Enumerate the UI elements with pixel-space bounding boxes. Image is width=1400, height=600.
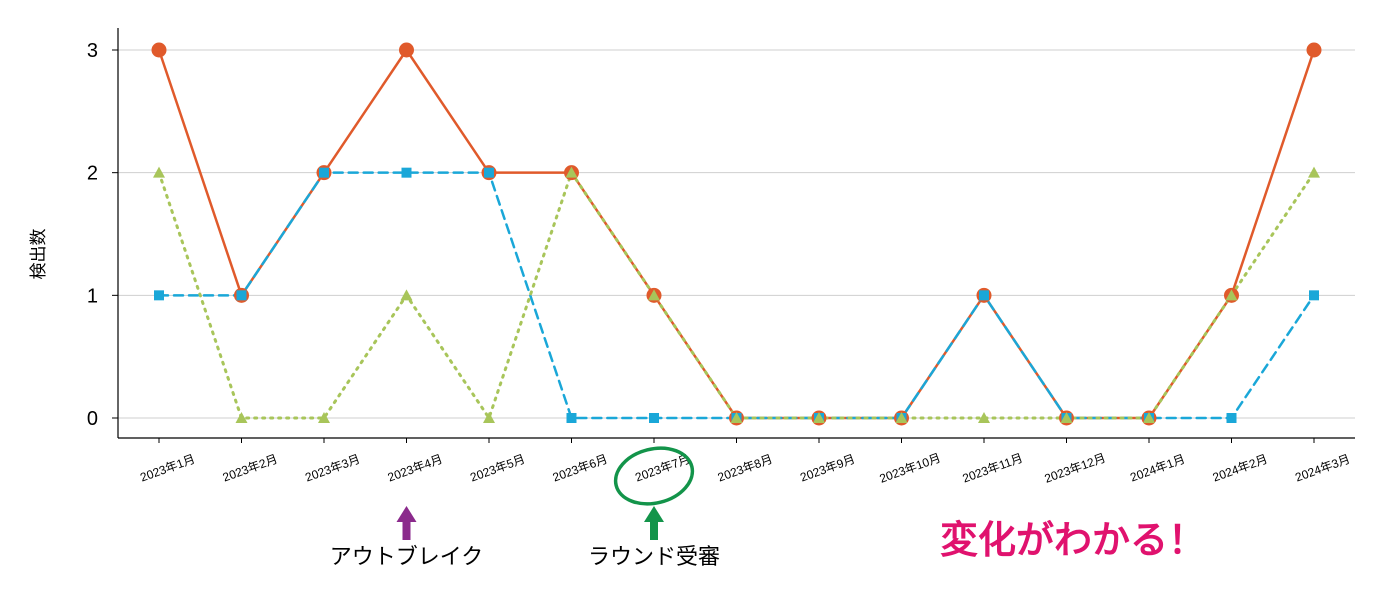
series-3-point — [1060, 412, 1073, 423]
x-tick-label: 2023年3月 — [303, 452, 362, 485]
series-lines — [157, 48, 1316, 420]
series-3-point — [400, 289, 413, 301]
series-3-point — [235, 412, 248, 423]
series-2-point — [649, 413, 659, 423]
y-tick-labels: 0 1 2 3 — [87, 40, 98, 430]
arrow-up-icon — [644, 506, 664, 522]
series-2-point — [1226, 413, 1237, 423]
callout-text: 変化がわかる！ — [940, 518, 1206, 562]
y-tick-label: 1 — [87, 285, 98, 307]
series-3-point — [483, 412, 495, 423]
series-1-point — [151, 42, 167, 58]
x-tick-label: 2023年8月 — [716, 452, 775, 485]
annotation-label: ラウンド受審 — [588, 545, 720, 570]
series-3-point — [730, 412, 743, 423]
series-2-point — [484, 167, 494, 178]
series-3-point — [1225, 289, 1238, 301]
gridlines — [118, 49, 1355, 419]
series-3-point — [153, 166, 165, 178]
arrow-up-icon — [650, 520, 658, 540]
x-tick-label: 2023年2月 — [221, 452, 280, 485]
series-markers — [151, 42, 1322, 426]
series-3-point — [895, 412, 908, 423]
series-2-point — [401, 167, 412, 178]
series-2-point — [236, 290, 247, 301]
x-tick-label: 2023年7月 — [633, 452, 692, 485]
y-axis-label: 検出数 — [29, 229, 49, 280]
x-tick-label: 2023年6月 — [551, 452, 610, 485]
y-tick-label: 0 — [87, 408, 98, 430]
x-tick-label: 2023年9月 — [798, 452, 857, 485]
x-tick-label: 2024年1月 — [1128, 452, 1187, 485]
series-3-point — [1143, 412, 1155, 423]
x-tick-label: 2023年10月 — [878, 451, 943, 486]
x-tick-label: 2023年11月 — [961, 451, 1025, 486]
annotation: アウトブレイク — [330, 506, 484, 570]
y-tick-label: 2 — [87, 163, 98, 185]
annotation: ラウンド受審 — [588, 446, 720, 570]
series-2-point — [1309, 290, 1319, 301]
series-1-point — [1306, 42, 1322, 58]
axes — [112, 28, 1355, 443]
x-tick-label: 2023年12月 — [1043, 451, 1108, 486]
series-3-point — [565, 166, 578, 178]
series-2-point — [979, 290, 989, 301]
series-1-line — [157, 48, 1316, 420]
x-tick-label: 2024年2月 — [1211, 452, 1270, 485]
x-tick-labels: 2023年1月 2023年2月 2023年3月 2023年4月 2023年5月 2023年… — [138, 451, 1352, 486]
series-3-point — [648, 289, 660, 301]
x-tick-label: 2023年5月 — [468, 452, 527, 485]
series-3-point — [813, 412, 825, 423]
x-tick-label: 2024年3月 — [1293, 452, 1352, 485]
annotations: アウトブレイク ラウンド受審 — [330, 446, 720, 570]
arrow-up-icon — [402, 520, 411, 540]
series-2-point — [566, 413, 577, 423]
series-1-point — [399, 42, 414, 58]
x-tick-label: 2023年4月 — [386, 452, 445, 485]
arrow-up-icon — [396, 506, 417, 522]
series-3-point — [318, 412, 330, 423]
series-3-point — [1308, 166, 1320, 178]
x-tick-label: 2023年1月 — [138, 452, 197, 485]
highlight-ellipse — [613, 446, 695, 506]
series-2-point — [154, 290, 164, 301]
series-2-point — [319, 167, 329, 178]
series-3-point — [978, 412, 990, 423]
y-tick-label: 3 — [87, 40, 98, 62]
annotation-label: アウトブレイク — [330, 545, 484, 570]
